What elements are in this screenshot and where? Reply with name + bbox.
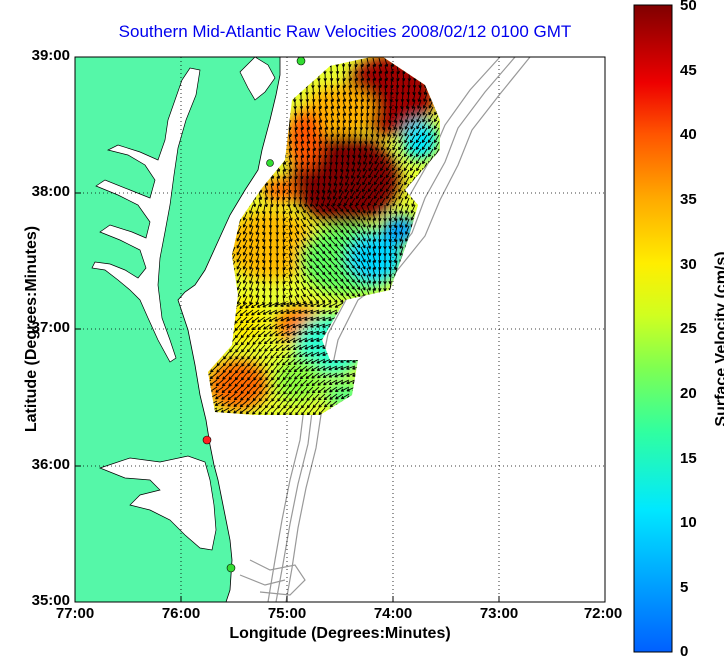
y-tick-label: 37:00 (31, 319, 70, 336)
y-tick-label: 39:00 (31, 47, 70, 64)
y-tick-label: 38:00 (31, 183, 70, 200)
delaware-bay (239, 57, 276, 101)
colorbar-label: Surface Velocity (cm/s) (713, 251, 724, 427)
colorbar-tick-label: 45 (680, 62, 697, 79)
colorbar-tick-label: 40 (680, 126, 697, 143)
grid-lines (75, 57, 605, 602)
colorbar-tick-label: 15 (680, 450, 697, 467)
chesapeake-bay (91, 67, 201, 363)
colorbar-tick-label: 25 (680, 320, 697, 337)
x-tick-label: 72:00 (583, 605, 623, 622)
colorbar-tick-label: 0 (680, 643, 689, 660)
map-title: Southern Mid-Atlantic Raw Velocities 200… (118, 22, 572, 41)
x-tick-label: 73:00 (479, 605, 519, 622)
colorbar-tick-label: 35 (680, 191, 697, 208)
x-axis-label: Longitude (Degrees:Minutes) (229, 625, 451, 642)
y-tick-label: 35:00 (31, 592, 70, 609)
colorbar-tick-label: 30 (680, 256, 697, 273)
station-marker (202, 435, 212, 445)
station-marker (226, 563, 236, 573)
colorbar-tick-label: 20 (680, 385, 697, 402)
y-tick-label: 36:00 (31, 456, 70, 473)
x-tick-label: 74:00 (373, 605, 413, 622)
colorbar-tick-label: 50 (680, 0, 697, 14)
pamlico-sound (98, 455, 217, 551)
axis-ticks (75, 192, 500, 602)
x-tick-label: 77:00 (55, 605, 95, 622)
colorbar-tick-label: 5 (680, 579, 689, 596)
station-marker (296, 57, 306, 66)
station-marker (266, 159, 274, 167)
x-tick-label: 76:00 (161, 605, 201, 622)
x-tick-label: 75:00 (267, 605, 307, 622)
colorbar-tick-label: 10 (680, 514, 697, 531)
colorbar (633, 4, 673, 653)
